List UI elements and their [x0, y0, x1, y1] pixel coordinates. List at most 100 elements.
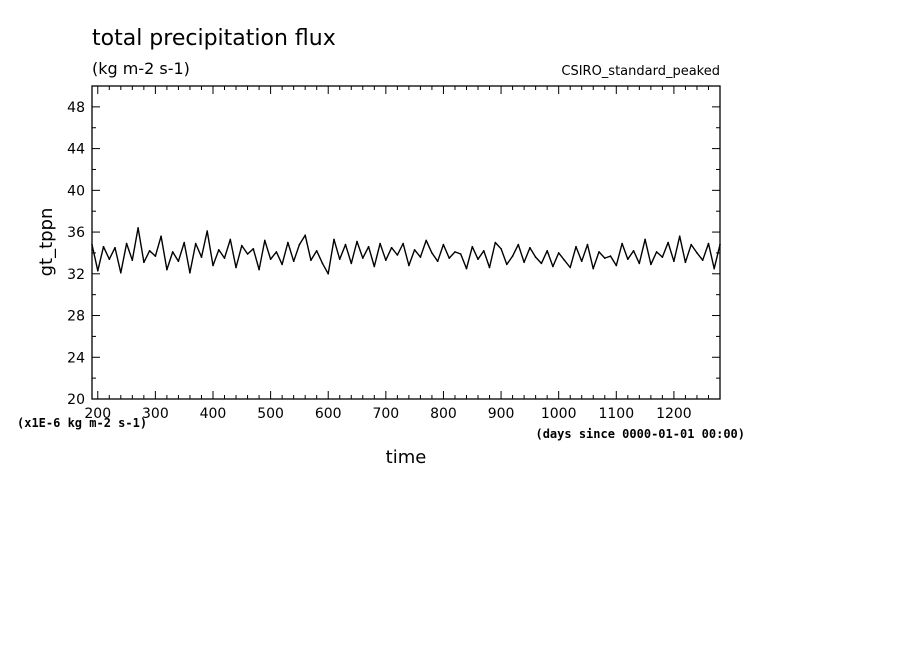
data-point [442, 243, 445, 246]
data-point [327, 273, 330, 275]
data-point [269, 258, 272, 261]
data-point [621, 242, 623, 245]
chart-units: (kg m-2 s-1) [92, 59, 190, 78]
data-point [102, 245, 105, 248]
x-tick-label: 600 [315, 406, 342, 422]
data-point [258, 268, 260, 271]
data-point [684, 261, 687, 264]
data-point [523, 261, 525, 264]
x-tick-label: 1100 [598, 406, 634, 422]
data-point [488, 266, 491, 269]
data-point [459, 253, 462, 255]
data-point [506, 263, 508, 266]
y-tick-label: 44 [67, 142, 85, 158]
data-point [431, 252, 433, 254]
data-point [367, 245, 370, 248]
data-point [586, 243, 589, 246]
x-tick-label: 400 [200, 406, 227, 422]
data-point [373, 265, 376, 268]
data-point [350, 262, 353, 265]
y-tick-label: 40 [67, 183, 85, 199]
data-point [166, 268, 168, 271]
data-point [194, 242, 197, 245]
data-point [223, 257, 226, 259]
data-point [644, 238, 646, 241]
y-axis-ticks: 20 24 28 32 36 40 44 48 [67, 85, 720, 408]
y-scale-note: (x1E-6 kg m-2 s-1) [17, 416, 147, 430]
y-tick-label: 48 [67, 100, 85, 116]
data-point [287, 241, 289, 244]
data-point [252, 248, 255, 250]
data-point [292, 260, 295, 263]
data-point [552, 265, 554, 268]
data-point [598, 251, 600, 253]
x-axis-label: time [386, 447, 427, 468]
data-point [477, 258, 479, 261]
data-point [425, 239, 428, 242]
data-point [177, 260, 180, 263]
data-point [229, 238, 232, 241]
data-point [667, 241, 669, 244]
data-point [218, 249, 220, 251]
x-tick-label: 200 [84, 406, 111, 422]
x-units-note: (days since 0000-01-01 00:00) [535, 427, 745, 441]
data-point [264, 239, 266, 242]
data-point [246, 253, 249, 255]
data-point [719, 243, 721, 246]
data-point [200, 256, 203, 258]
data-point [356, 240, 358, 243]
data-point [632, 250, 635, 252]
data-point [534, 256, 537, 258]
data-point [678, 235, 681, 237]
data-point [448, 257, 451, 259]
data-point [338, 258, 341, 261]
data-point [511, 255, 514, 257]
x-tick-label: 1000 [541, 406, 577, 422]
data-point [604, 257, 606, 259]
data-point [540, 262, 543, 265]
plot-frame [91, 85, 721, 400]
data-point [120, 272, 122, 274]
data-point [390, 246, 393, 249]
data-point [661, 256, 664, 258]
data-point [125, 242, 128, 245]
x-tick-label: 300 [142, 406, 169, 422]
data-point [592, 267, 594, 270]
x-tick-label: 700 [372, 406, 399, 422]
data-point [454, 251, 456, 253]
data-point [655, 251, 658, 253]
data-point [615, 264, 618, 267]
data-point [310, 259, 312, 262]
data-point [321, 262, 324, 265]
data-point [517, 243, 520, 246]
data-point [419, 256, 422, 258]
data-point [575, 245, 577, 248]
x-tick-label: 1200 [656, 406, 692, 422]
data-point [529, 246, 531, 249]
data-point [160, 235, 162, 237]
data-point [275, 251, 278, 253]
data-point [333, 238, 335, 241]
data-point [696, 252, 698, 254]
data-point [298, 243, 301, 246]
series-line-gt-tppn [91, 227, 721, 275]
y-tick-label: 32 [67, 267, 85, 283]
data-point [650, 263, 652, 266]
data-point [183, 241, 185, 244]
data-point [137, 227, 139, 229]
x-axis-ticks: 200 300 400 500 600 700 800 900 1000 1100 1200 [84, 86, 721, 422]
data-point [241, 244, 243, 247]
y-tick-label: 20 [67, 392, 85, 408]
data-point [114, 246, 116, 249]
data-point [701, 259, 704, 262]
data-point [235, 266, 237, 269]
data-point [379, 242, 381, 245]
data-point [304, 234, 307, 236]
data-point [494, 241, 497, 244]
data-points [91, 227, 721, 275]
y-axis-label: gt_tppn [36, 208, 57, 277]
data-point [212, 264, 214, 267]
data-point [713, 267, 715, 270]
data-point [707, 242, 710, 245]
data-point [465, 267, 468, 270]
